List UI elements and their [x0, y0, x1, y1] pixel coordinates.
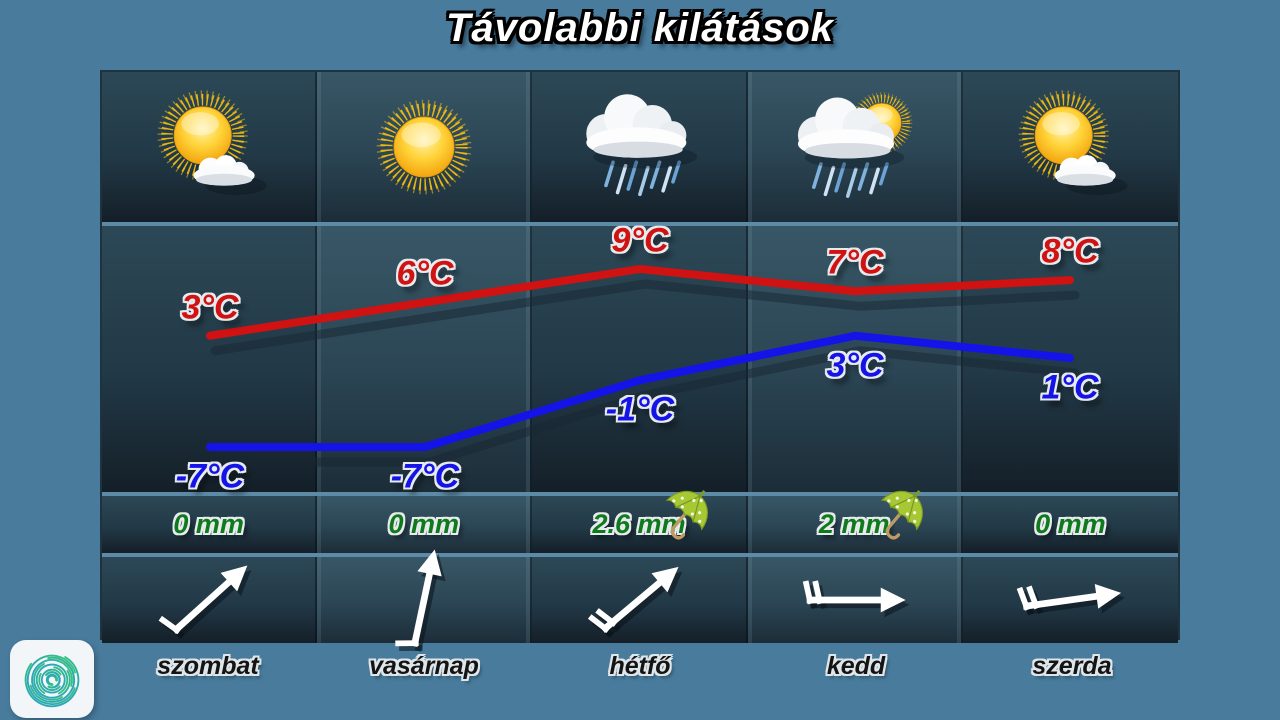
wind-cell — [747, 557, 963, 643]
wind-row — [102, 549, 1178, 652]
weather-icon-cell — [962, 72, 1178, 222]
weather-icon-cell — [532, 72, 748, 222]
wind-cell — [317, 549, 533, 652]
day-label: szombat — [157, 652, 259, 680]
forecast-panel: 3°C 6°C 9°C 7°C 8°C -7°C -7°C -1°C 3°C 1°C 0 mm 0… — [100, 70, 1180, 652]
sun-icon — [357, 80, 491, 214]
wind-arrow-icon — [395, 549, 446, 652]
wind-arrow-icon — [1017, 583, 1126, 616]
spiral-logo-icon — [24, 652, 80, 708]
precip-value: 0 mm — [173, 509, 244, 539]
umbrella-icon — [652, 481, 718, 547]
precip-cell: 0 mm — [317, 496, 533, 553]
precipitation-row: 0 mm 0 mm 2.6 mm 2 mm 0 mm — [102, 496, 1178, 553]
wind-arrow-icon — [587, 566, 683, 638]
temperature-chart — [206, 265, 1080, 467]
day-label: szerda — [1032, 652, 1112, 680]
weather-icon-cell — [102, 72, 318, 222]
precip-cell: 2 mm — [747, 496, 963, 553]
chart-line — [206, 331, 1074, 451]
precip-value: 2.6 mm — [592, 509, 686, 539]
day-label: vasárnap — [369, 652, 479, 680]
precip-value: 2 mm — [818, 509, 890, 539]
day-label: hétfő — [609, 652, 671, 680]
wind-cell — [102, 557, 318, 643]
wind-arrow-icon — [802, 580, 910, 618]
precip-cell: 0 mm — [102, 496, 318, 553]
sun-cloud-icon — [142, 80, 276, 214]
weather-icon-cell — [747, 72, 963, 222]
day-labels-row: szombat vasárnap hétfő kedd szerda — [100, 652, 1180, 681]
chart-line — [206, 265, 1074, 340]
precip-value: 0 mm — [1035, 509, 1106, 539]
precip-value: 0 mm — [388, 509, 460, 539]
chart-line — [210, 346, 1080, 467]
day-label: kedd — [826, 652, 886, 680]
rain-sun-icon — [787, 80, 921, 214]
wind-cell — [532, 557, 748, 643]
chart-line — [210, 279, 1080, 356]
sun-cloud-icon — [1003, 80, 1137, 214]
weather-icons-row — [102, 72, 1178, 222]
weather-icon-cell — [317, 72, 533, 222]
wind-cell — [962, 557, 1178, 643]
precip-cell: 0 mm — [962, 496, 1178, 553]
umbrella-icon — [867, 481, 933, 547]
app-logo — [10, 640, 94, 718]
rain-icon — [572, 80, 706, 214]
precip-cell: 2.6 mm — [532, 496, 748, 553]
page-title: Távolabbi kilátások — [445, 6, 835, 50]
wind-arrow-icon — [158, 565, 251, 639]
temperature-chart-row: 3°C 6°C 9°C 7°C 8°C -7°C -7°C -1°C 3°C 1°C — [102, 222, 1178, 496]
